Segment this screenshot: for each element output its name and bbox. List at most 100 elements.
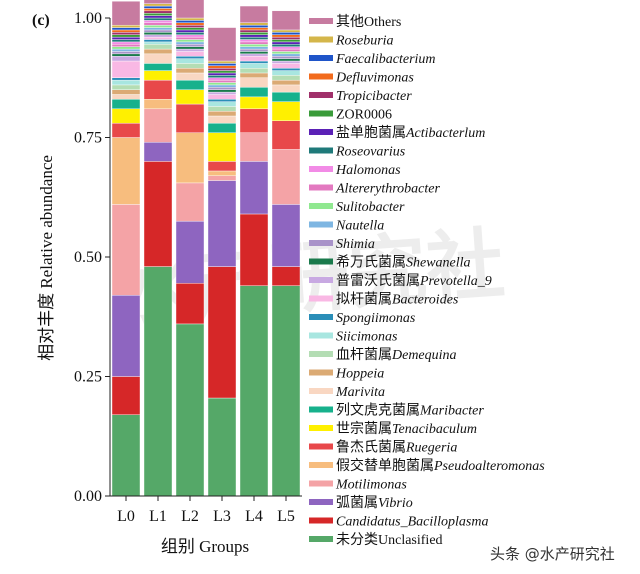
legend-swatch — [309, 425, 333, 431]
legend-label-cn: 未分类 — [336, 532, 378, 548]
bar-L0-segment-26 — [111, 27, 141, 31]
bar-L3-segment-11 — [207, 101, 237, 107]
bar-L3-segment-16 — [207, 87, 237, 90]
legend-label-latin: Others — [364, 15, 401, 30]
legend-label: Siicimonas — [336, 330, 398, 345]
bar-L2-segment-14 — [175, 48, 205, 52]
legend-swatch — [309, 18, 333, 24]
bar-L1-segment-6 — [143, 70, 173, 81]
legend-label: Shimia — [336, 237, 375, 252]
bar-stack-L2 — [175, 0, 205, 497]
bar-L4-segment-25 — [239, 27, 269, 31]
bar-L2-segment-18 — [175, 39, 205, 43]
bar-L5-segment-17 — [271, 53, 301, 57]
bar-L4-segment-0 — [239, 285, 269, 497]
legend-item: 希万氏菌属Shewanella — [309, 255, 471, 271]
bar-L2-segment-28 — [175, 0, 205, 19]
bar-L5-segment-9 — [271, 79, 301, 86]
bar-L3-segment-21 — [207, 75, 237, 78]
bar-L4-segment-13 — [239, 56, 269, 62]
bar-L1-segment-19 — [143, 22, 173, 26]
bar-L4-segment-11 — [239, 63, 269, 69]
legend: 其他Others Roseburia Faecalibacterium Defluvi… — [309, 14, 545, 548]
legend-label-latin: Shewanella — [406, 256, 471, 271]
bar-L1-segment-27 — [143, 3, 173, 7]
bar-L5-segment-0 — [271, 285, 301, 497]
legend-item: 假交替单胞菌属Pseudoalteromonas — [309, 457, 545, 474]
legend-label: Candidatus_Bacilloplasma — [336, 515, 488, 530]
bar-L5-segment-25 — [271, 34, 301, 38]
bar-L0-segment-23 — [111, 34, 141, 38]
legend-swatch — [309, 517, 333, 524]
bar-L0-segment-21 — [111, 39, 141, 43]
x-tick-label: L2 — [181, 508, 199, 525]
x-tick-label: L0 — [117, 508, 135, 525]
legend-label-latin: Tropicibacter — [336, 89, 412, 104]
bar-L2-segment-9 — [175, 67, 205, 74]
legend-swatch — [309, 240, 333, 246]
bar-L0-segment-15 — [111, 53, 141, 57]
bar-L3-segment-1 — [207, 266, 237, 399]
bar-stack-L1 — [143, 0, 173, 497]
bar-L4-segment-7 — [239, 87, 269, 98]
legend-item: Altererythrobacter — [309, 182, 440, 197]
legend-label-latin: Actibacterlum — [405, 126, 485, 141]
y-axis: 0.00 0.25 0.50 0.75 1.00 — [74, 10, 111, 505]
bar-L5-segment-28 — [271, 10, 301, 31]
legend-label: Halomonas — [335, 163, 401, 178]
bar-L3-segment-20 — [207, 77, 237, 81]
x-tick-label: L4 — [245, 508, 263, 525]
bar-L5-segment-21 — [271, 44, 301, 47]
bar-L3-segment-25 — [207, 65, 237, 69]
legend-item: Faecalibacterium — [309, 52, 436, 67]
legend-label: Marivita — [335, 385, 385, 400]
legend-label-latin: Pseudoalteromonas — [433, 459, 545, 474]
bar-L5-segment-27 — [271, 29, 301, 33]
bar-L2-segment-3 — [175, 182, 205, 222]
legend-label-cn: 普雷沃氏菌属 — [336, 273, 420, 289]
legend-label-cn: 列文虎克菌属 — [336, 403, 420, 419]
legend-swatch — [309, 406, 333, 413]
legend-label-latin: Nautella — [335, 219, 384, 234]
legend-label: 盐单胞菌属Actibacterlum — [336, 125, 485, 141]
bar-L1-segment-16 — [143, 29, 173, 33]
legend-label-latin: Roseburia — [335, 34, 394, 49]
bar-L5-segment-10 — [271, 75, 301, 81]
bar-L2-segment-15 — [175, 46, 205, 50]
bar-L0-segment-14 — [111, 56, 141, 62]
bar-L1-segment-1 — [143, 161, 173, 267]
bar-L0-segment-27 — [111, 24, 141, 28]
legend-item: Hoppeia — [309, 367, 384, 382]
bar-L0-segment-19 — [111, 44, 141, 47]
bar-L0-segment-4 — [111, 137, 141, 205]
bar-L3-segment-26 — [207, 63, 237, 66]
legend-item: Siicimonas — [309, 330, 398, 345]
bar-L0-segment-2 — [111, 295, 141, 377]
bar-L4-segment-27 — [239, 22, 269, 26]
bar-L5-segment-26 — [271, 32, 301, 35]
bar-L2-segment-27 — [175, 17, 205, 21]
bar-L3-segment-9 — [207, 111, 237, 117]
legend-label: Roseovarius — [335, 145, 406, 160]
bar-L3-segment-19 — [207, 79, 237, 83]
bar-L3-segment-24 — [207, 67, 237, 71]
legend-label: 未分类Unclasified — [336, 532, 443, 548]
legend-label: 列文虎克菌属Maribacter — [336, 403, 484, 419]
bar-stack-L0 — [111, 1, 141, 497]
bar-L3-segment-18 — [207, 82, 237, 86]
legend-swatch — [309, 55, 333, 61]
watermark-text: 头条 @水产研究社 — [490, 545, 615, 563]
legend-swatch — [309, 258, 333, 265]
bar-L4-segment-24 — [239, 29, 269, 33]
bar-L0-segment-25 — [111, 29, 141, 33]
bar-L0-segment-3 — [111, 204, 141, 296]
bar-L2-segment-8 — [175, 72, 205, 81]
bar-L1-segment-5 — [143, 79, 173, 100]
legend-item: Halomonas — [309, 163, 401, 178]
bar-L1-segment-22 — [143, 15, 173, 19]
bar-L1-segment-7 — [143, 63, 173, 71]
bar-L0-segment-18 — [111, 46, 141, 50]
legend-label: Motilimonas — [335, 478, 407, 493]
bar-L5-segment-23 — [271, 39, 301, 43]
bar-L3-segment-17 — [207, 84, 237, 88]
